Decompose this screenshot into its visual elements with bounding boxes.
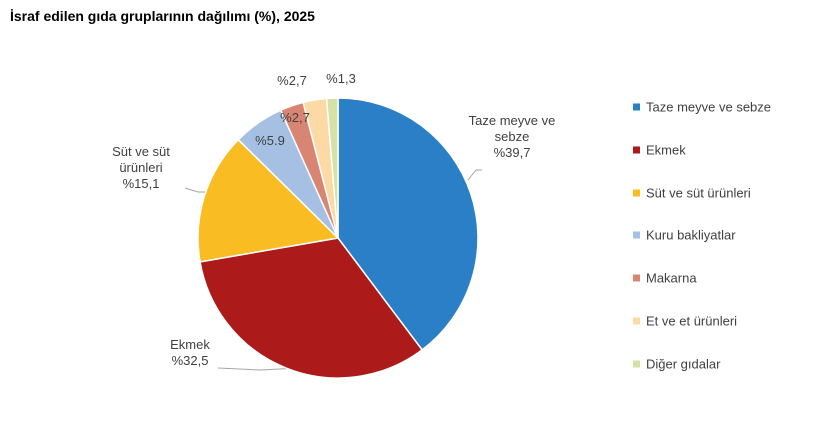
- pie-slice: [199, 237, 424, 379]
- data-label-name: Ekmek: [170, 337, 210, 352]
- legend-swatch: [633, 317, 640, 325]
- data-label-value: %2,7: [277, 73, 307, 88]
- data-label-value: %32,5: [171, 353, 209, 368]
- legend-item: Makarna: [633, 271, 697, 286]
- legend-item: Süt ve süt ürünleri: [633, 185, 751, 200]
- data-label-value: %2,7: [280, 110, 310, 125]
- leader-line: [184, 187, 207, 193]
- legend-label: Süt ve süt ürünleri: [646, 185, 751, 201]
- legend-item: Et ve et ürünleri: [633, 314, 737, 329]
- legend-swatch: [633, 231, 640, 239]
- data-label-value: %39,7: [493, 145, 531, 160]
- legend-swatch: [633, 360, 640, 368]
- legend-label: Kuru bakliyatlar: [646, 227, 736, 243]
- legend-label: Et ve et ürünleri: [646, 313, 738, 329]
- data-label: Süt ve süt ürünleri %15,1: [101, 144, 181, 192]
- legend-swatch: [633, 103, 640, 111]
- pie-slice: [337, 97, 479, 351]
- data-label-name: Taze meyve ve sebze: [468, 113, 556, 144]
- legend-label: Diğer gıdalar: [646, 356, 721, 372]
- legend-item: Kuru bakliyatlar: [633, 228, 736, 243]
- data-label: %5.9: [255, 133, 285, 149]
- pie-slice: [197, 138, 340, 263]
- data-label-value: %1,3: [326, 71, 356, 86]
- pie-slice: [325, 97, 339, 239]
- data-label: %2,7: [277, 73, 307, 89]
- legend-item: Ekmek: [633, 142, 686, 157]
- leader-line: [467, 169, 482, 181]
- data-label: %2,7: [280, 110, 310, 126]
- data-label-value: %15,1: [122, 176, 160, 191]
- legend-swatch: [633, 189, 640, 197]
- legend-label: Makarna: [646, 270, 697, 286]
- chart-title: İsraf edilen gıda gruplarının dağılımı (…: [10, 8, 315, 24]
- data-label: Taze meyve ve sebze %39,7: [465, 113, 560, 161]
- legend-item: Diğer gıdalar: [633, 356, 720, 371]
- legend-label: Ekmek: [646, 142, 686, 158]
- legend-swatch: [633, 274, 640, 282]
- data-label-value: %5.9: [255, 133, 285, 148]
- legend-item: Taze meyve ve sebze: [633, 100, 771, 115]
- legend-label: Taze meyve ve sebze: [646, 99, 772, 115]
- data-label: Ekmek %32,5: [150, 337, 230, 369]
- legend-swatch: [633, 146, 640, 154]
- data-label: %1,3: [326, 71, 356, 87]
- data-label-name: Süt ve süt ürünleri: [112, 144, 170, 175]
